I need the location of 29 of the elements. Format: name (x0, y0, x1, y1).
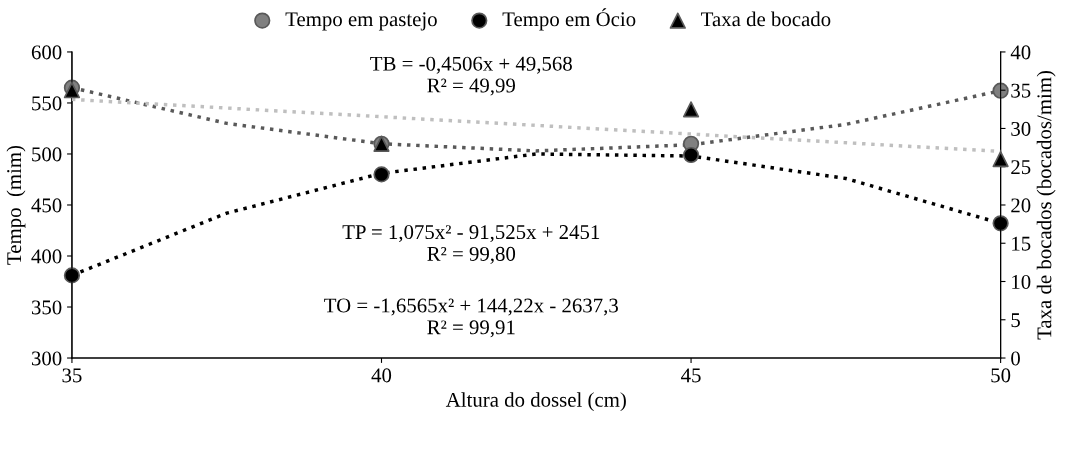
legend-label: Tempo em pastejo (285, 12, 437, 31)
y-tick-label: 500 (32, 147, 62, 162)
y-tick-label: 550 (32, 96, 62, 111)
annotation: TO = -1,6565x² + 144,22x - 2637,3 R² = 99,91 (324, 298, 618, 338)
y2-tick-label: 25 (1011, 160, 1031, 175)
x-axis-title: Altura do dossel (cm) (445, 392, 626, 412)
y2-axis-title: Taxa de bocados (bocados/mim) (1036, 70, 1056, 340)
x-tick-label: 35 (62, 368, 82, 383)
legend-label: Tempo em Ócio (502, 8, 636, 31)
y2-tick-label: 30 (1011, 121, 1031, 136)
y-tick-label: 450 (31, 198, 62, 213)
x-tick-label: 45 (681, 368, 701, 383)
y-axis-title: Tempo (mim) (6, 145, 26, 265)
legend-label: Taxa de bocado (701, 11, 831, 27)
x-tick-label: 40 (371, 368, 392, 383)
y2-tick-label: 10 (1012, 274, 1031, 289)
y2-tick-label: 40 (1010, 45, 1031, 60)
y2-tick-label: 35 (1011, 83, 1031, 98)
y2-tick-label: 15 (1012, 236, 1031, 251)
x-tick-label: 50 (991, 368, 1011, 383)
y-tick-label: 300 (31, 351, 62, 366)
y2-tick-label: 5 (1011, 313, 1020, 328)
annotation: TB = -0,4506x + 49,568 R² = 49,99 (370, 56, 572, 96)
annotation: TP = 1,075x² - 91,525x + 2451 R² = 99,80 (342, 225, 600, 264)
y-tick-label: 600 (31, 45, 62, 60)
y-tick-label: 400 (31, 249, 62, 264)
y2-tick-label: 20 (1011, 198, 1031, 213)
y-tick-label: 350 (31, 300, 62, 315)
y2-tick-label: 0 (1011, 351, 1020, 366)
